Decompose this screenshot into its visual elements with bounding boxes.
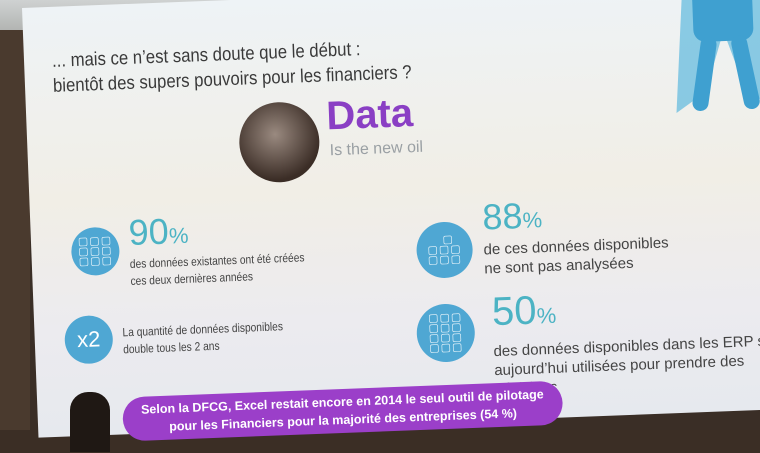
projected-slide: ... mais ce n’est sans doute que le débu…	[22, 0, 760, 442]
slide-title: ... mais ce n’est sans doute que le débu…	[52, 35, 412, 99]
grid-icon: ▢ ▢▢▢ ▢▢▢	[415, 220, 474, 280]
portrait-avatar	[237, 100, 321, 184]
tagline: Is the new oil	[329, 138, 424, 160]
grid-icon: ▢▢▢ ▢▢▢ ▢▢▢	[70, 226, 121, 277]
stat-value: 88%	[481, 194, 543, 238]
grid-icon: ▢▢▢ ▢▢▢ ▢▢▢ ▢▢▢	[415, 302, 476, 364]
stat-description: La quantité de données disponibles double…	[122, 319, 284, 357]
stat-value: 50%	[491, 288, 557, 335]
stat-value: 90%	[127, 210, 189, 254]
superhero-icon	[676, 0, 760, 113]
stat-value-badge: x2	[63, 314, 114, 365]
stat-description: de ces données disponibles ne sont pas an…	[483, 234, 669, 278]
stat-description: des données existantes ont été créées ces…	[129, 250, 305, 289]
audience-silhouette	[70, 392, 110, 452]
headline: Data	[325, 91, 414, 139]
